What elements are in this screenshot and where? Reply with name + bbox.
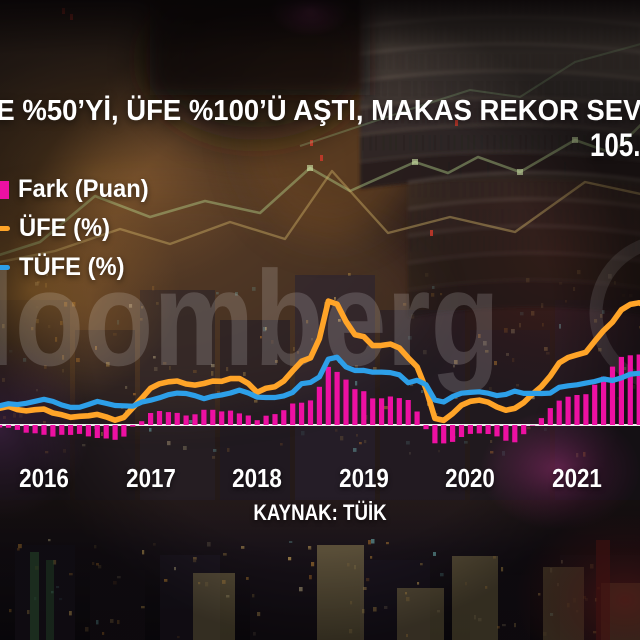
ufe-line-marker-icon [0,226,10,231]
legend-label-fark: Fark (Puan) [18,175,149,203]
x-axis-label-2020: 2020 [445,463,496,493]
x-axis-label-2018: 2018 [232,463,283,493]
legend-label-tufe: TÜFE (%) [19,253,125,281]
x-axis-label-2017: 2017 [125,463,176,493]
fark-square-marker-icon [0,180,9,199]
headline-title: TÜFE %50’Yİ, ÜFE %100’Ü AŞTI, MAKAS REKO… [0,95,640,127]
legend-item-ufe: ÜFE (%) [0,209,156,248]
x-axis-label-2019: 2019 [338,463,389,493]
legend-label-ufe: ÜFE (%) [19,214,111,242]
source-caption: KAYNAK: TÜİK [253,500,387,525]
ufe-last-value-label: 105.01 [590,127,640,163]
x-axis-label-2016: 2016 [19,463,69,493]
chart-legend: Fark (Puan) ÜFE (%) TÜFE (%) [0,170,156,287]
x-axis-label-2021: 2021 [552,463,602,493]
legend-item-tufe: TÜFE (%) [0,248,156,287]
legend-item-fark: Fark (Puan) [0,170,156,209]
tufe-line-marker-icon [0,265,10,270]
